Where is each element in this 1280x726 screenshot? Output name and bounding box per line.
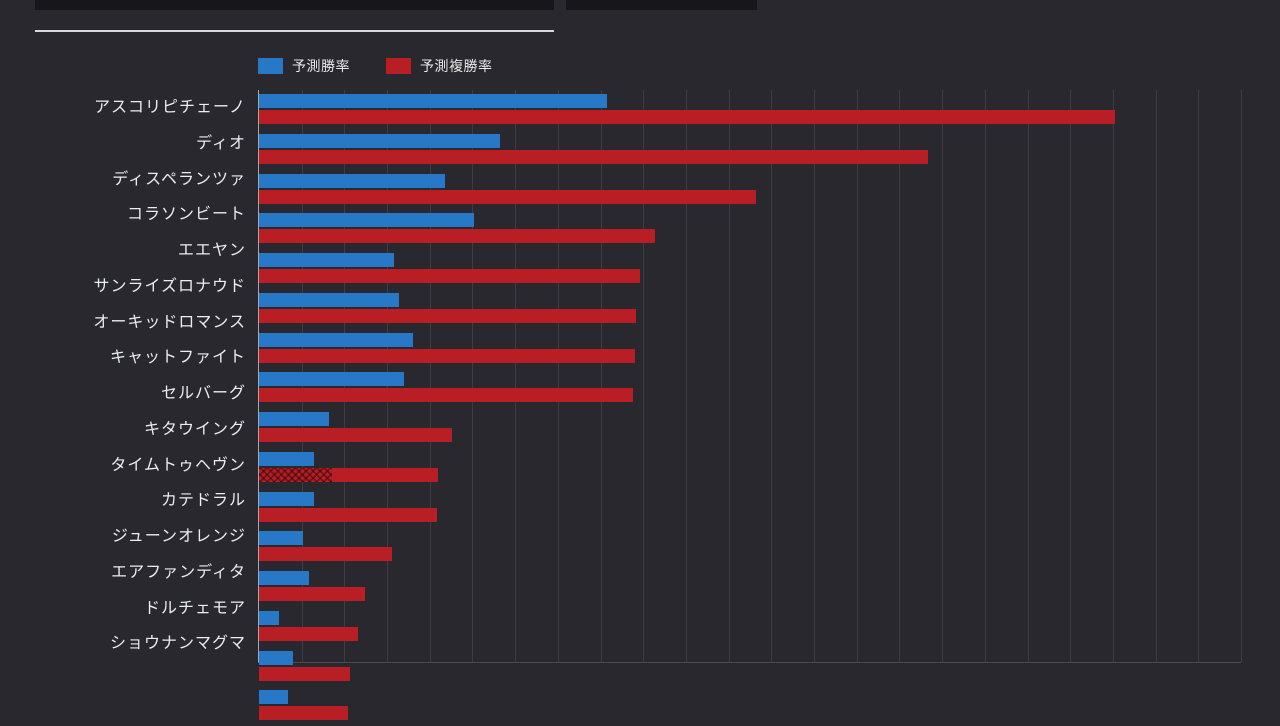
gridline	[728, 90, 730, 662]
bar-place	[259, 189, 756, 204]
cropped-toolbar-fragment-left[interactable]	[35, 0, 554, 10]
category-labels-column: アスコリピチェーノディオディスペランツァコラソンビートエエヤンサンライズロナウド…	[0, 90, 246, 662]
bar-win	[259, 253, 394, 267]
bar-win	[259, 412, 330, 426]
bar-row	[259, 412, 1241, 448]
bar-row	[259, 531, 1241, 567]
gridline	[984, 90, 986, 662]
gridline	[1027, 90, 1029, 662]
category-label: ディスペランツァ	[112, 170, 246, 188]
bar-row	[259, 690, 1241, 726]
category-label: コラソンビート	[126, 206, 246, 224]
bar-row	[259, 94, 1241, 130]
bar-row	[259, 173, 1241, 210]
bar-place	[259, 110, 1115, 124]
bar-row	[259, 253, 1241, 289]
gridline	[429, 90, 431, 662]
legend-label-win: 予測勝率	[292, 58, 350, 74]
category-label: エエヤン	[177, 242, 246, 259]
hatch-overlay	[259, 467, 333, 482]
gridline	[685, 90, 687, 662]
gridline	[942, 90, 944, 662]
bar-place	[259, 547, 393, 562]
bar-place	[259, 229, 656, 244]
bar-place	[259, 467, 439, 482]
bar-win	[259, 690, 289, 705]
gridline	[1070, 90, 1072, 662]
legend-label-place: 予測複勝率	[420, 58, 493, 74]
category-label: アスコリピチェーノ	[93, 99, 246, 116]
gridline	[557, 90, 559, 662]
bar-place	[259, 587, 365, 601]
category-label: キャットファイト	[109, 349, 246, 367]
bar-row	[259, 133, 1241, 170]
bar-place	[259, 706, 348, 721]
bar-row	[259, 292, 1241, 329]
bar-win	[259, 372, 405, 387]
bar-win	[259, 650, 294, 665]
screen: 予測勝率 予測複勝率 アスコリピチェーノディオディスペランツァコラソンビートエエヤ…	[0, 0, 1242, 721]
category-label: サンライズロナウド	[93, 277, 246, 295]
legend-item-win: 予測勝率	[258, 56, 350, 76]
bar-row	[259, 571, 1241, 607]
bar-win	[259, 571, 309, 585]
bar-row	[259, 213, 1241, 249]
bar-win	[259, 292, 400, 307]
bar-place	[259, 626, 359, 641]
bar-win	[259, 94, 608, 108]
bar-place	[259, 308, 637, 323]
bar-win	[259, 213, 475, 228]
bar-row	[259, 610, 1241, 647]
legend-item-place: 予測複勝率	[386, 56, 493, 76]
gridline	[600, 90, 602, 662]
gridline	[515, 90, 517, 662]
gridline	[472, 90, 474, 662]
bar-place	[259, 428, 452, 442]
bar-place	[259, 507, 437, 522]
category-label: タイムトゥヘヴン	[110, 456, 246, 474]
plot-area	[258, 90, 1242, 721]
bar-win	[259, 332, 413, 347]
bar-row	[259, 332, 1241, 369]
category-label: ジューンオレンジ	[111, 528, 246, 545]
bar-place	[259, 388, 633, 403]
bar-row	[259, 650, 1241, 687]
bar-win	[259, 610, 280, 625]
chart-legend: 予測勝率 予測複勝率	[258, 56, 493, 76]
cropped-toolbar-fragment-right[interactable]	[566, 0, 757, 10]
bar-place	[259, 269, 640, 283]
bar-row	[259, 491, 1241, 528]
gridline	[856, 90, 858, 662]
category-label: ディオ	[196, 134, 246, 152]
gridline	[899, 90, 901, 662]
bar-win	[259, 531, 304, 546]
gridline	[1112, 90, 1114, 662]
gridline	[771, 90, 773, 662]
legend-swatch-win	[258, 58, 283, 74]
bar-win	[259, 173, 446, 188]
gridline	[1241, 90, 1242, 662]
toolbar-fragment-underline	[35, 30, 554, 32]
bar-place	[259, 149, 929, 164]
category-label: セルバーグ	[160, 385, 246, 402]
bar-row	[259, 451, 1241, 488]
bar-win	[259, 133, 500, 148]
category-label: カテドラル	[160, 492, 246, 510]
category-label: エアファンディタ	[111, 563, 246, 581]
bar-win	[259, 491, 314, 506]
gridline	[814, 90, 816, 662]
gridline	[643, 90, 645, 662]
gridline	[1198, 90, 1200, 662]
category-label: ドルチェモア	[143, 599, 246, 617]
bar-row	[259, 372, 1241, 408]
category-label: ショウナンマグマ	[109, 635, 246, 653]
bar-place	[259, 348, 635, 363]
bar-place	[259, 666, 350, 681]
category-label: キタウイング	[143, 420, 246, 438]
bar-win	[259, 451, 314, 466]
category-label: オーキッドロマンス	[93, 313, 246, 331]
gridline	[1155, 90, 1157, 662]
legend-swatch-place	[386, 58, 411, 74]
